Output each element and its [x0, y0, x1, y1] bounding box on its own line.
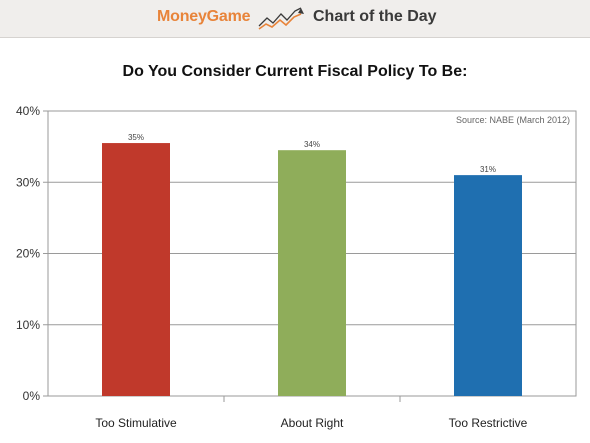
x-category-label: About Right — [281, 416, 344, 430]
data-label: 35% — [128, 133, 144, 142]
chart-title: Do You Consider Current Fiscal Policy To… — [122, 63, 468, 80]
bar-too-restrictive — [454, 175, 522, 396]
rising-trend-arrow-icon — [258, 7, 304, 30]
y-tick-label: 20% — [16, 247, 40, 261]
data-label: 34% — [304, 140, 320, 149]
bar-about-right — [278, 150, 346, 396]
source-note: Source: NABE (March 2012) — [456, 115, 570, 125]
chart-of-the-day-label: Chart of the Day — [313, 8, 437, 25]
data-label: 31% — [480, 165, 496, 174]
x-category-label: Too Restrictive — [449, 416, 528, 430]
brand-logo-text: MoneyGame — [157, 8, 251, 25]
bar-too-stimulative — [102, 143, 170, 396]
y-tick-label: 0% — [23, 389, 41, 403]
y-tick-label: 10% — [16, 318, 40, 332]
y-tick-label: 30% — [16, 175, 40, 189]
header-banner: MoneyGame Chart of the Day — [0, 0, 590, 38]
y-tick-label: 40% — [16, 104, 40, 118]
x-category-label: Too Stimulative — [95, 416, 177, 430]
